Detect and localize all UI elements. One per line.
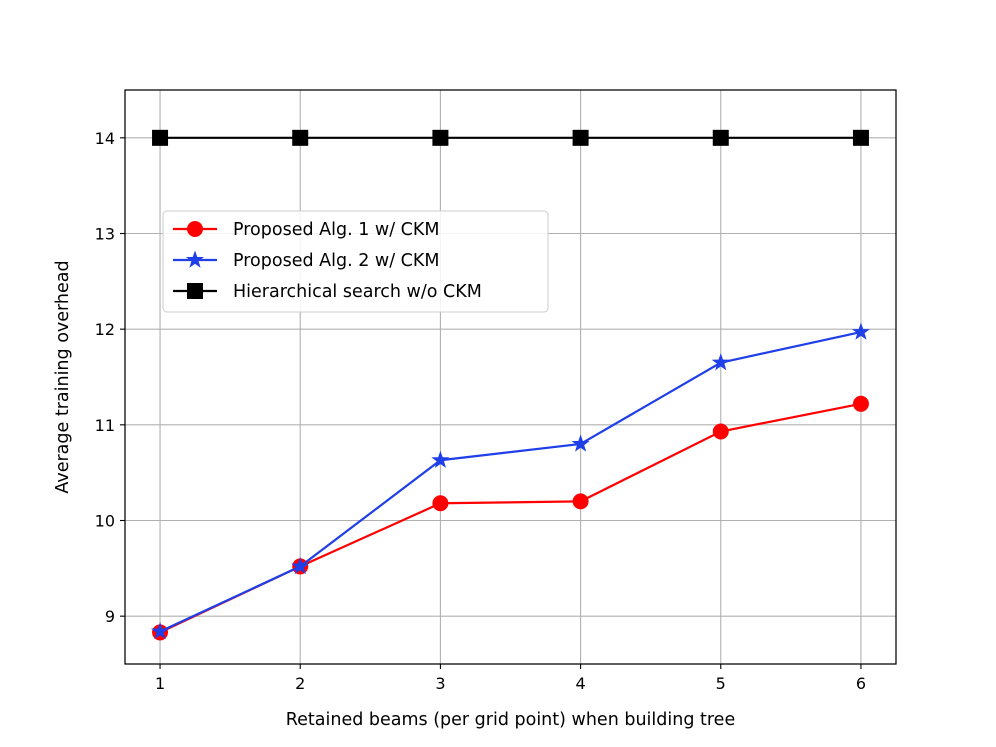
legend-label: Proposed Alg. 1 w/ CKM [233, 220, 439, 240]
data-point [711, 353, 730, 371]
legend-entry: Proposed Alg. 1 w/ CKM [173, 220, 439, 240]
y-axis-label: Average training overhead [53, 260, 73, 493]
x-tick-label: 6 [856, 674, 866, 693]
data-point [152, 129, 169, 146]
series-1 [152, 395, 869, 641]
series-line [159, 402, 862, 634]
y-tick-label: 14 [95, 129, 115, 148]
plot-frame [124, 89, 897, 665]
x-tick-label: 2 [295, 674, 305, 693]
data-point [571, 434, 590, 452]
data-point [572, 129, 589, 146]
series-3 [152, 129, 869, 146]
x-tick-label: 1 [155, 674, 165, 693]
data-point [431, 450, 450, 468]
data-point [852, 395, 869, 412]
data-point [291, 556, 310, 575]
data-point [852, 129, 869, 146]
x-tick-label: 5 [716, 674, 726, 693]
x-axis-label: Retained beams (per grid point) when bui… [286, 710, 735, 730]
x-tick-label: 3 [435, 674, 445, 693]
y-tick-label: 10 [95, 512, 115, 531]
series-line [159, 330, 862, 633]
y-tick-label: 13 [95, 225, 115, 244]
grid [125, 90, 896, 664]
data-point [712, 129, 729, 146]
data-point [432, 129, 449, 146]
legend-label: Hierarchical search w/o CKM [233, 282, 482, 302]
legend-box [162, 210, 549, 313]
data-point [851, 322, 871, 340]
series-layer [150, 129, 871, 641]
legend-marker [187, 283, 203, 299]
data-point [432, 495, 449, 512]
legend-label: Proposed Alg. 2 w/ CKM [233, 251, 439, 271]
y-tick-label: 12 [95, 320, 115, 339]
legend-marker [187, 221, 203, 237]
legend-entry: Proposed Alg. 2 w/ CKM [173, 250, 439, 271]
legend: Proposed Alg. 1 w/ CKM Proposed Alg. 2 w/… [162, 210, 549, 313]
y-tick-label: 9 [105, 607, 115, 626]
legend-marker [185, 250, 205, 268]
data-point [292, 129, 309, 146]
data-point [572, 493, 589, 510]
y-tick-label: 11 [95, 416, 115, 435]
series-2 [150, 322, 871, 640]
x-tick-label: 4 [575, 674, 585, 693]
legend-entry: Hierarchical search w/o CKM [173, 282, 482, 302]
data-point [150, 621, 170, 640]
data-point [712, 423, 729, 440]
